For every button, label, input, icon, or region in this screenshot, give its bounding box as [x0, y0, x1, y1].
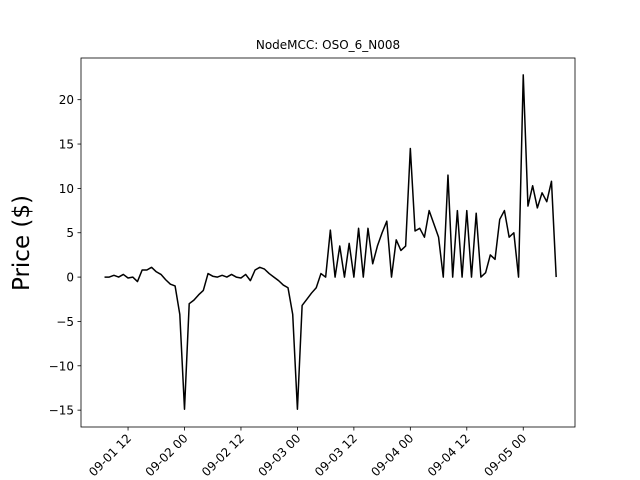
y-tick-label: 0	[66, 271, 74, 285]
y-tick-label: 5	[66, 226, 74, 240]
x-tick-label: 09-02 00	[143, 431, 191, 479]
x-tick-label: 09-03 00	[255, 431, 303, 479]
y-tick-label: 20	[59, 93, 74, 107]
plot-frame	[80, 57, 576, 428]
y-tick-label: −5	[56, 315, 74, 329]
x-tick-label: 09-01 12	[86, 431, 134, 479]
y-tick-label: −15	[49, 404, 74, 418]
x-tick-label: 09-03 12	[312, 431, 360, 479]
y-axis-label: Price ($)	[9, 195, 35, 291]
y-tick-label: −10	[49, 359, 74, 373]
price-line	[104, 74, 557, 411]
y-tick-label: 15	[59, 138, 74, 152]
x-tick-label: 09-04 12	[425, 431, 473, 479]
x-tick-label: 09-02 12	[199, 431, 247, 479]
x-tick-label: 09-04 00	[368, 431, 416, 479]
x-tick-label: 09-05 00	[481, 431, 529, 479]
chart-title: NodeMCC: OSO_6_N008	[256, 38, 400, 52]
y-tick-label: 10	[59, 182, 74, 196]
